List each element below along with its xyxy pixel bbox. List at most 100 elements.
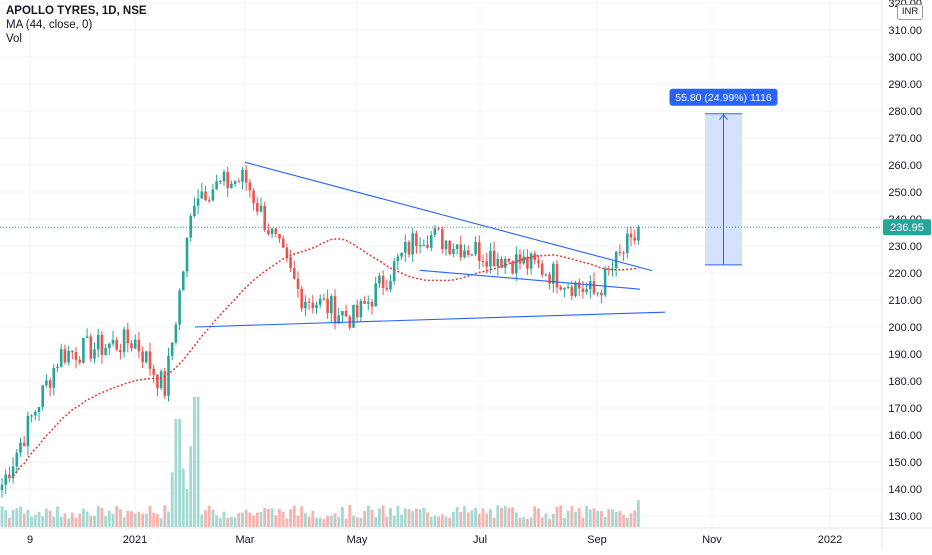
candle-body: [374, 283, 377, 307]
candle-body: [48, 380, 52, 388]
volume-bar: [307, 516, 311, 527]
volume-bar: [4, 510, 8, 527]
volume-bar: [574, 511, 577, 527]
volume-bar: [366, 505, 370, 527]
candle-body: [463, 250, 466, 258]
volume-bar: [537, 508, 540, 527]
candle-body: [626, 233, 629, 253]
volume-bar: [581, 517, 585, 527]
volume-bar: [577, 508, 581, 527]
candle-body: [359, 301, 363, 318]
volume-bar: [133, 513, 137, 527]
candle-body: [422, 244, 426, 246]
volume-bar: [230, 516, 233, 527]
volume-bar: [174, 419, 178, 527]
candle-body: [466, 250, 470, 255]
ma-indicator-label[interactable]: MA (44, close, 0): [6, 19, 93, 31]
time-tick-label: 2021: [123, 534, 147, 546]
volume-bar: [196, 397, 200, 527]
volume-bar: [466, 512, 470, 527]
candle-body: [333, 296, 337, 324]
volume-bar: [218, 518, 222, 527]
volume-bar: [41, 516, 45, 527]
volume-bar: [378, 508, 381, 527]
volume-bar: [470, 510, 474, 527]
candle-body: [455, 244, 459, 249]
candle-body: [503, 258, 507, 268]
candle-body: [259, 205, 263, 212]
price-tick-label: 180.00: [888, 376, 922, 388]
volume-bar: [93, 515, 96, 527]
candle-body: [34, 411, 37, 416]
price-tick-label: 220.00: [888, 268, 922, 280]
volume-bar: [485, 513, 489, 527]
volume-bar: [63, 513, 67, 527]
volume-bar: [48, 510, 52, 527]
time-tick-label: 9: [27, 534, 33, 546]
volume-bar: [252, 515, 255, 527]
candle-body: [559, 287, 562, 290]
volume-bar: [570, 506, 574, 527]
candle-body: [96, 334, 100, 350]
volume-bar: [289, 509, 292, 527]
volume-bar: [278, 508, 281, 527]
volume-bar: [78, 513, 82, 527]
measure-label: 55.80 (24.99%) 1116: [675, 92, 772, 104]
volume-bar: [159, 518, 163, 527]
candle-body: [174, 324, 178, 343]
candle-body: [540, 263, 544, 275]
volume-bar: [204, 510, 207, 527]
candle-body: [200, 191, 204, 199]
time-axis[interactable]: 9 2021 Mar May Jul Sep Nov 2022: [27, 534, 842, 546]
volume-bar: [311, 510, 315, 527]
measure-label-box: [669, 88, 778, 106]
last-price-label: 236.95: [890, 222, 924, 234]
candle-body: [59, 349, 63, 367]
volume-bar: [381, 505, 385, 527]
volume-bar: [625, 517, 629, 527]
currency-badge[interactable]: INR: [897, 4, 923, 20]
volume-bar: [407, 509, 411, 527]
candle-body: [441, 229, 444, 250]
volume-bar: [548, 518, 551, 527]
candle-body: [311, 302, 315, 308]
candle-body: [415, 233, 418, 247]
candle-body: [577, 282, 581, 289]
candle-body: [182, 271, 185, 291]
volume-bar: [596, 510, 600, 527]
candle-body: [56, 366, 59, 368]
volume-bar: [503, 506, 507, 527]
volume-bar: [415, 508, 418, 527]
candle-body: [489, 250, 492, 267]
symbol-title[interactable]: APOLLO TYRES, 1D, NSE: [6, 5, 147, 17]
price-tick-label: 170.00: [888, 403, 922, 415]
volume-bar: [156, 514, 159, 527]
volume-bar: [255, 512, 259, 527]
candle-body: [71, 350, 74, 353]
candle-body: [196, 198, 200, 206]
candle-body: [100, 334, 104, 355]
candle-body: [629, 233, 633, 238]
volume-bar: [0, 506, 4, 527]
price-axis[interactable]: 320.00310.00300.00290.00280.00270.00260.…: [883, 0, 931, 523]
volume-bar: [285, 518, 289, 527]
candle-body: [78, 359, 81, 363]
candle-body: [0, 484, 4, 491]
volume-bar: [122, 517, 126, 527]
price-tick-label: 150.00: [888, 457, 922, 469]
candle-body: [15, 452, 19, 467]
candle-body: [37, 407, 41, 412]
candle-body: [293, 268, 296, 279]
volume-bar: [437, 516, 440, 527]
volume-indicator-label[interactable]: Vol: [6, 33, 22, 45]
volume-bar: [82, 508, 85, 527]
volume-bar: [611, 509, 614, 527]
candle-body: [4, 474, 7, 485]
volume-bar: [74, 517, 78, 527]
price-tick-label: 280.00: [888, 106, 922, 118]
volume-bar: [481, 508, 485, 527]
candle-body: [52, 367, 56, 388]
